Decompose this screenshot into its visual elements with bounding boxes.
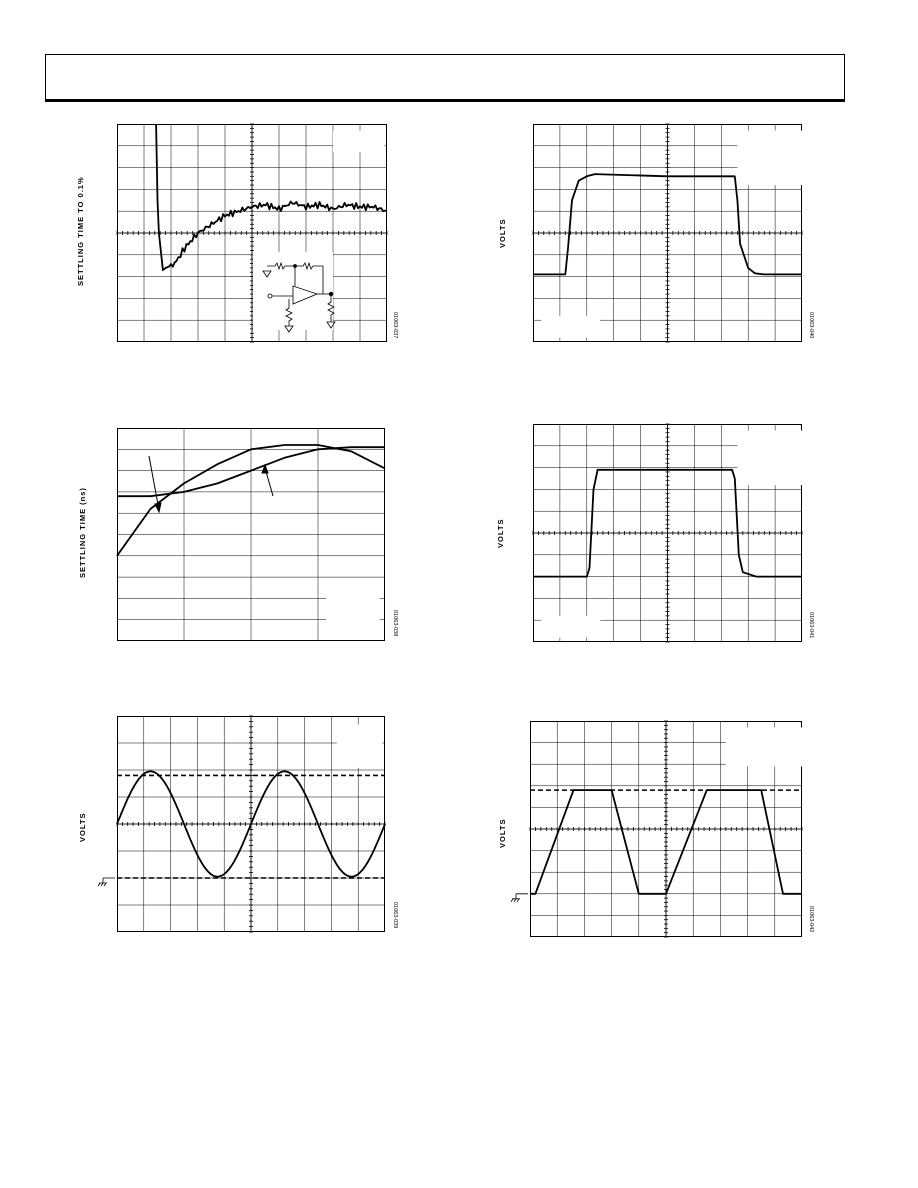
chart-4-center-axes (532, 423, 803, 643)
chart-1-figure-id: 01063-037 (392, 312, 398, 339)
chart-3-grid (117, 428, 385, 641)
chart-2-label-box (737, 130, 802, 186)
chart-1-label-box (333, 130, 385, 153)
schematic-feedback-resistor (295, 261, 324, 294)
chart-1 (116, 123, 388, 343)
chart-6-center-axes (529, 720, 803, 938)
chart-3 (116, 428, 386, 641)
chart-4-ylabel: VOLTS (496, 518, 505, 548)
chart-6-ylabel: VOLTS (498, 818, 507, 848)
chart-3-ylabel: SETTLING TIME (ns) (78, 487, 87, 578)
ground-icon (284, 325, 294, 333)
chart-4-figure-id: 01063-041 (808, 612, 814, 639)
chart-3-arrowhead-b (261, 463, 269, 474)
chart-6 (510, 720, 803, 938)
schematic-input-resistor (267, 261, 296, 286)
schematic-bias-resistor (285, 299, 293, 326)
chart-1-ylabel: SETTLING TIME TO 0.1% (76, 176, 85, 286)
chart-3-series-0 (116, 444, 386, 557)
chart-2-figure-id: 01063-040 (808, 312, 814, 339)
chart-5-label-box (336, 724, 383, 768)
chart-2 (532, 123, 803, 343)
chart-6-label-box (725, 727, 802, 767)
ground-symbol (510, 893, 528, 903)
chart-2-ylabel: VOLTS (498, 218, 507, 248)
chart-3-annotation-arrows (148, 455, 274, 514)
ground-icon (326, 321, 336, 329)
chart-4-label-box (541, 615, 601, 638)
ground-symbol (97, 877, 115, 887)
chart-6-figure-id: 01063-042 (808, 906, 814, 933)
chart-2-center-axes (532, 123, 803, 343)
op-amp-triangle (292, 285, 319, 305)
inset-schematic (253, 252, 336, 333)
output-node (328, 291, 334, 297)
chart-5-ylabel: VOLTS (78, 812, 87, 842)
ground-icon (262, 270, 272, 278)
ground-icon (97, 877, 115, 887)
chart-5-figure-id: 01063-039 (392, 902, 398, 929)
chart-2-label-box (541, 315, 601, 338)
chart-3-label-box (326, 594, 380, 637)
chart-3-figure-id: 01063-038 (392, 610, 398, 637)
schematic-load-resistor (327, 294, 335, 322)
chart-2-series-0 (533, 173, 802, 276)
chart-4-series-0 (533, 468, 802, 578)
ground-icon (510, 893, 528, 903)
page-header (45, 54, 845, 102)
chart-3-arrowhead-a (154, 502, 162, 514)
input-terminal (267, 293, 273, 299)
chart-5-series-0 (116, 770, 386, 878)
chart-3-arrow-line-a (148, 455, 160, 511)
chart-1-series-0 (155, 123, 388, 271)
chart-4 (532, 423, 803, 643)
chart-3-series-1 (117, 446, 385, 498)
chart-5 (97, 715, 386, 933)
chart-4-label-box (737, 430, 802, 486)
feedback-node (293, 264, 297, 268)
